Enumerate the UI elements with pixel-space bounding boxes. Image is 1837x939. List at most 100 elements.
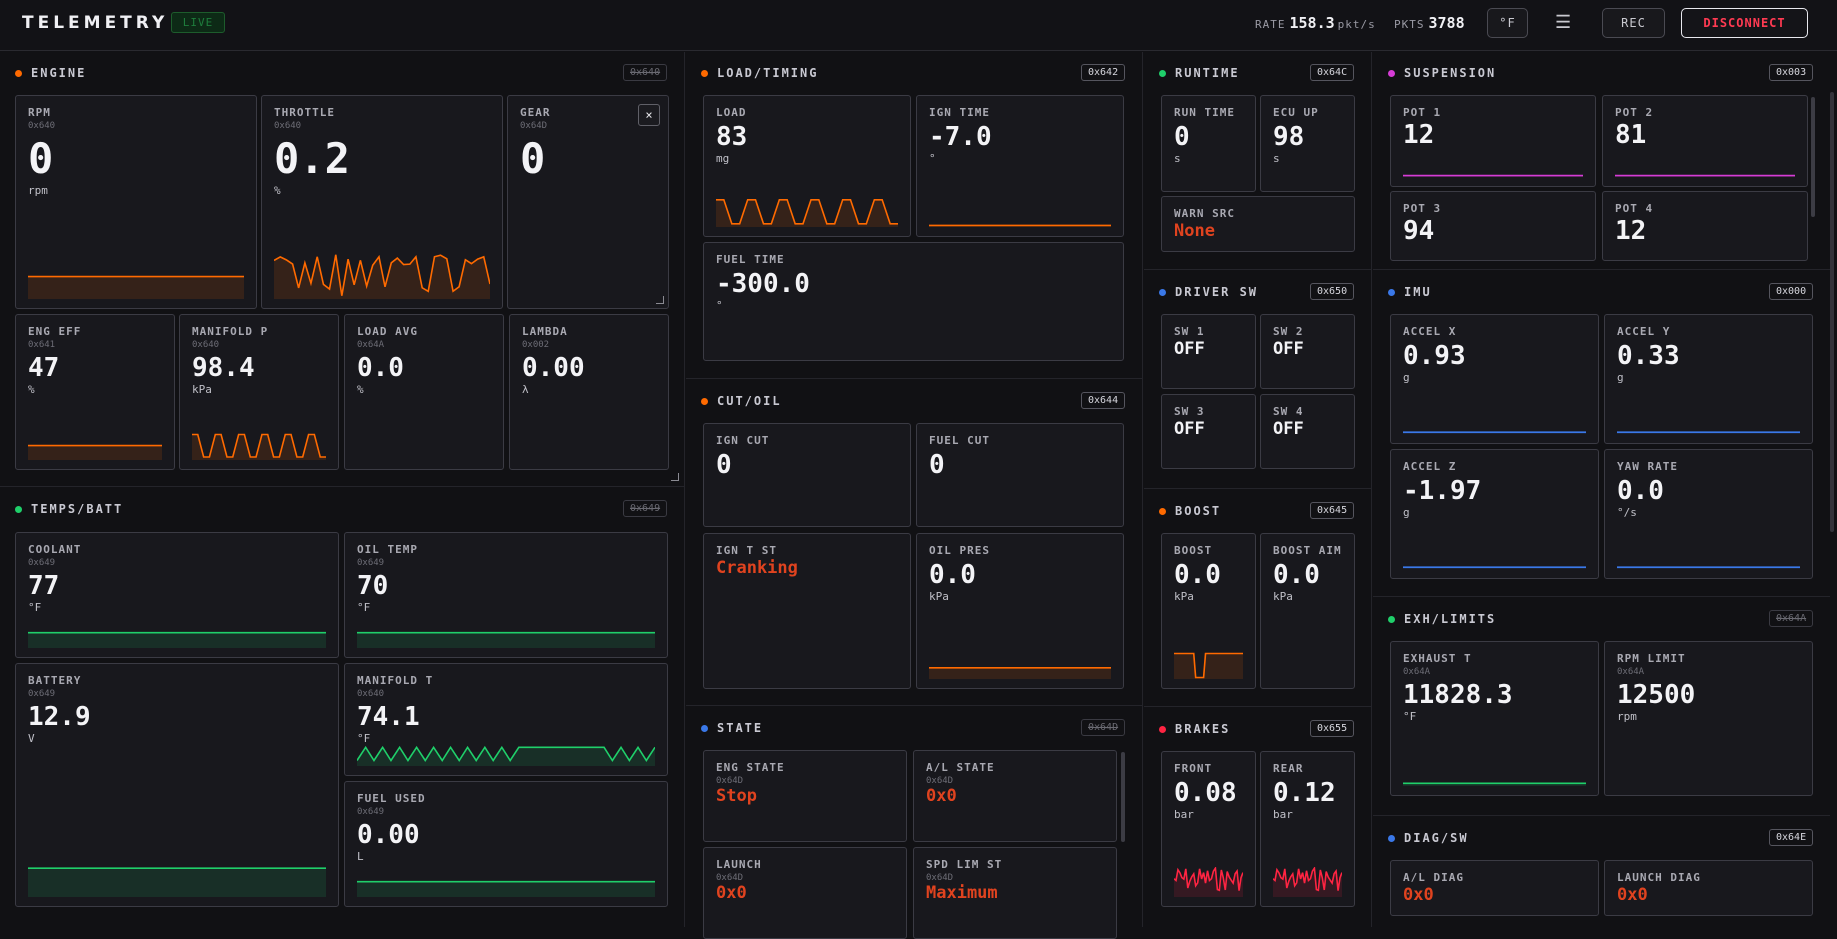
run-time-card[interactable]: RUN TIME 0 s	[1161, 95, 1256, 192]
sw2-card[interactable]: SW 2 OFF	[1260, 314, 1355, 389]
ecu-up-unit: s	[1273, 152, 1280, 165]
column-3: RUNTIME 0x64C RUN TIME 0 s ECU UP 98 s W…	[1144, 52, 1372, 927]
run-time-label: RUN TIME	[1174, 106, 1235, 119]
disconnect-button[interactable]: DISCONNECT	[1681, 8, 1808, 38]
coolant-card[interactable]: COOLANT 0x649 77 °F	[15, 532, 339, 658]
accel-x-value: 0.93	[1403, 341, 1466, 371]
load-avg-card[interactable]: LOAD AVG 0x64A 0.0 %	[344, 314, 504, 470]
boost-header: BOOST 0x645	[1144, 502, 1371, 522]
gear-label: GEAR	[520, 106, 551, 119]
rec-button[interactable]: REC	[1602, 8, 1665, 38]
gear-card[interactable]: GEAR 0x64D 0 ×	[507, 95, 669, 309]
eng-state-card[interactable]: ENG STATE 0x64D Stop	[703, 750, 907, 842]
front-brake-card[interactable]: FRONT 0.08 bar	[1161, 751, 1256, 907]
battery-card[interactable]: BATTERY 0x649 12.9 V	[15, 663, 339, 907]
fuel-time-card[interactable]: FUEL TIME -300.0 °	[703, 242, 1124, 361]
al-state-card[interactable]: A/L STATE 0x64D 0x0	[913, 750, 1117, 842]
lambda-unit: λ	[522, 383, 529, 396]
sw1-card[interactable]: SW 1 OFF	[1161, 314, 1256, 389]
menu-icon[interactable]: ☰	[1555, 12, 1571, 33]
runtime-addr-badge[interactable]: 0x64C	[1310, 64, 1354, 81]
exhaust-t-sparkline-svg	[1403, 768, 1586, 786]
accel-z-card[interactable]: ACCEL Z -1.97 g	[1390, 449, 1599, 579]
pot2-card[interactable]: POT 2 81	[1602, 95, 1808, 187]
load-timing-section: LOAD/TIMING 0x642 LOAD 83 mg IGN TIME -7…	[686, 52, 1142, 379]
fuel-cut-card[interactable]: FUEL CUT 0	[916, 423, 1124, 527]
oil-pres-unit: kPa	[929, 590, 949, 603]
temps-addr-badge[interactable]: 0x649	[623, 500, 667, 517]
resize-handle[interactable]	[656, 296, 664, 304]
ecu-up-card[interactable]: ECU UP 98 s	[1260, 95, 1355, 192]
fuel-used-sparkline	[357, 879, 655, 897]
exh-limits-title: EXH/LIMITS	[1404, 612, 1496, 626]
eng-eff-card[interactable]: ENG EFF 0x641 47 %	[15, 314, 175, 470]
section-resize-handle[interactable]	[671, 473, 679, 481]
boost-addr-badge[interactable]: 0x645	[1310, 502, 1354, 519]
ign-time-card[interactable]: IGN TIME -7.0 °	[916, 95, 1124, 237]
driver-sw-section: DRIVER SW 0x650 SW 1 OFF SW 2 OFF SW 3 O…	[1144, 271, 1371, 489]
driver-sw-addr-badge[interactable]: 0x650	[1310, 283, 1354, 300]
pot3-card[interactable]: POT 3 94	[1390, 191, 1596, 261]
throttle-card[interactable]: THROTTLE 0x640 0.2 %	[261, 95, 503, 309]
suspension-scrollbar[interactable]	[1811, 97, 1815, 217]
imu-addr-badge[interactable]: 0x000	[1769, 283, 1813, 300]
unit-toggle-button[interactable]: °F	[1487, 8, 1528, 38]
cut-oil-addr-badge[interactable]: 0x644	[1081, 392, 1125, 409]
rear-brake-card[interactable]: REAR 0.12 bar	[1260, 751, 1355, 907]
launch-diag-label: LAUNCH DIAG	[1617, 871, 1701, 884]
manifold-p-card[interactable]: MANIFOLD P 0x640 98.4 kPa	[179, 314, 339, 470]
suspension-addr-badge[interactable]: 0x003	[1769, 64, 1813, 81]
rpm-limit-card[interactable]: RPM LIMIT 0x64A 12500 rpm	[1604, 641, 1813, 796]
load-timing-addr-badge[interactable]: 0x642	[1081, 64, 1125, 81]
diag-sw-addr-badge[interactable]: 0x64E	[1769, 829, 1813, 846]
close-icon[interactable]: ×	[638, 104, 660, 126]
fuel-time-value: -300.0	[716, 269, 810, 299]
sw4-card[interactable]: SW 4 OFF	[1260, 394, 1355, 469]
manifold-p-value: 98.4	[192, 353, 255, 383]
oil-temp-card[interactable]: OIL TEMP 0x649 70 °F	[344, 532, 668, 658]
pot1-card[interactable]: POT 1 12	[1390, 95, 1596, 187]
accel-x-card[interactable]: ACCEL X 0.93 g	[1390, 314, 1599, 444]
ign-cut-card[interactable]: IGN CUT 0	[703, 423, 911, 527]
state-scrollbar[interactable]	[1121, 752, 1125, 842]
exh-limits-addr-badge[interactable]: 0x64A	[1769, 610, 1813, 627]
launch-hex: 0x64D	[716, 873, 743, 883]
manifold-t-card[interactable]: MANIFOLD T 0x640 74.1 °F	[344, 663, 668, 776]
eng-eff-hex: 0x641	[28, 340, 55, 350]
sw3-card[interactable]: SW 3 OFF	[1161, 394, 1256, 469]
boost-section: BOOST 0x645 BOOST 0.0 kPa BOOST AIM 0.0 …	[1144, 490, 1371, 707]
runtime-status-dot	[1159, 70, 1166, 77]
ign-t-st-card[interactable]: IGN T ST Cranking	[703, 533, 911, 689]
rpm-card[interactable]: RPM 0x640 0 rpm	[15, 95, 257, 309]
brakes-header: BRAKES 0x655	[1144, 720, 1371, 740]
warn-src-card[interactable]: WARN SRC None	[1161, 196, 1355, 252]
launch-diag-card[interactable]: LAUNCH DIAG 0x0	[1604, 860, 1813, 916]
pot1-sparkline	[1403, 163, 1583, 177]
exhaust-t-card[interactable]: EXHAUST T 0x64A 11828.3 °F	[1390, 641, 1599, 796]
load-timing-status-dot	[701, 70, 708, 77]
spd-lim-card[interactable]: SPD LIM ST 0x64D Maximum	[913, 847, 1117, 939]
rpm-limit-label: RPM LIMIT	[1617, 652, 1686, 665]
pot4-card[interactable]: POT 4 12	[1602, 191, 1808, 261]
boost-aim-card[interactable]: BOOST AIM 0.0 kPa	[1260, 533, 1355, 689]
page-scrollbar[interactable]	[1830, 92, 1834, 532]
pot3-value: 94	[1403, 216, 1434, 246]
launch-card[interactable]: LAUNCH 0x64D 0x0	[703, 847, 907, 939]
column-2: LOAD/TIMING 0x642 LOAD 83 mg IGN TIME -7…	[686, 52, 1143, 927]
accel-y-card[interactable]: ACCEL Y 0.33 g	[1604, 314, 1813, 444]
eng-state-label: ENG STATE	[716, 761, 785, 774]
lambda-card[interactable]: LAMBDA 0x002 0.00 λ	[509, 314, 669, 470]
boost-card[interactable]: BOOST 0.0 kPa	[1161, 533, 1256, 689]
al-diag-card[interactable]: A/L DIAG 0x0	[1390, 860, 1599, 916]
oil-pres-card[interactable]: OIL PRES 0.0 kPa	[916, 533, 1124, 689]
exhaust-t-unit: °F	[1403, 710, 1416, 723]
load-card[interactable]: LOAD 83 mg	[703, 95, 911, 237]
launch-diag-value: 0x0	[1617, 885, 1648, 905]
yaw-rate-card[interactable]: YAW RATE 0.0 °/s	[1604, 449, 1813, 579]
engine-addr-badge[interactable]: 0x640	[623, 64, 667, 81]
oil-temp-sparkline-svg	[357, 630, 655, 648]
brakes-addr-badge[interactable]: 0x655	[1310, 720, 1354, 737]
state-addr-badge[interactable]: 0x64D	[1081, 719, 1125, 736]
fuel-used-card[interactable]: FUEL USED 0x649 0.00 L	[344, 781, 668, 907]
